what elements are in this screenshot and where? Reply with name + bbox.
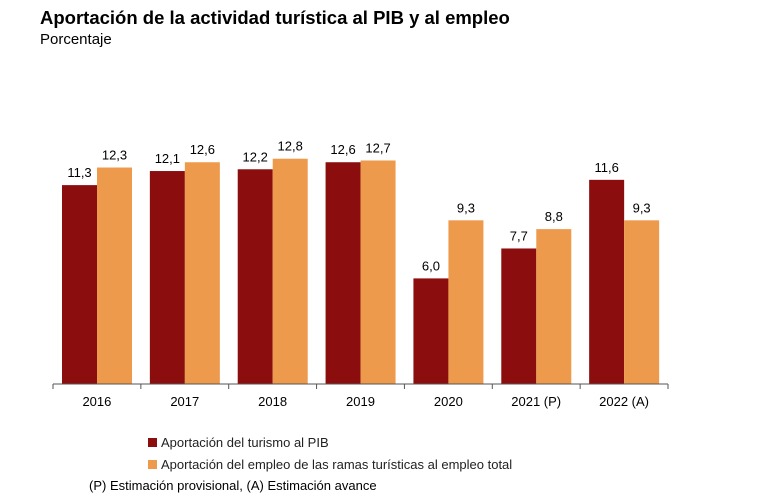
category-label-6: 2022 (A) [599,394,649,409]
chart-subtitle: Porcentaje [40,31,112,48]
bar-pib-1 [149,171,185,384]
legend-swatch-empleo [148,459,157,469]
bar-empleo-4 [448,220,484,384]
legend-item-pib: Aportación del turismo al PIB [148,431,512,453]
value-label-empleo-4: 9,3 [457,200,475,215]
value-label-pib-4: 6,0 [422,258,440,273]
value-label-pib-1: 12,1 [155,151,180,166]
x-ticks-group [52,384,669,389]
value-label-pib-3: 12,6 [330,142,355,157]
category-label-4: 2020 [434,394,463,409]
category-label-5: 2021 (P) [511,394,561,409]
bar-pib-6 [589,179,625,384]
bar-pib-2 [237,169,273,384]
value-label-empleo-0: 12,3 [102,148,127,163]
bar-empleo-6 [624,220,660,384]
bar-pib-3 [325,162,361,384]
value-label-empleo-3: 12,7 [365,140,390,155]
value-label-pib-6: 11,6 [594,160,618,175]
legend-swatch-pib [148,437,157,447]
bar-empleo-3 [360,160,396,384]
value-label-empleo-2: 12,8 [278,139,303,154]
value-label-pib-5: 7,7 [510,228,528,243]
bars-group [62,158,660,384]
category-labels-group: 2016 2017 2018 2019 2020 2021 (P) 2022 (A) [82,394,649,409]
bar-empleo-1 [184,162,220,384]
value-label-empleo-6: 9,3 [633,200,651,215]
footnote: (P) Estimación provisional, (A) Estimaci… [89,478,377,493]
value-labels-group: 11,3 12,3 12,1 12,6 12,2 12,8 12,6 12,7 6,0 9,3 7,… [67,139,650,274]
value-label-empleo-1: 12,6 [190,142,215,157]
bar-empleo-2 [272,158,308,384]
category-label-2: 2018 [258,394,287,409]
category-label-1: 2017 [170,394,199,409]
legend-item-empleo: Aportación del empleo de las ramas turís… [148,453,512,475]
value-label-pib-0: 11,3 [67,165,91,180]
bar-pib-0 [62,185,97,384]
bar-empleo-0 [97,167,132,384]
bar-pib-4 [413,278,449,384]
bar-empleo-5 [536,229,572,384]
legend: Aportación del turismo al PIB Aportación… [148,431,512,475]
category-label-3: 2019 [346,394,375,409]
category-label-0: 2016 [82,394,111,409]
legend-label-empleo: Aportación del empleo de las ramas turís… [161,456,513,472]
value-label-empleo-5: 8,8 [545,209,563,224]
bar-pib-5 [501,248,537,384]
value-label-pib-2: 12,2 [243,149,268,164]
legend-label-pib: Aportación del turismo al PIB [161,434,329,450]
chart-title: Aportación de la actividad turística al … [40,7,510,28]
